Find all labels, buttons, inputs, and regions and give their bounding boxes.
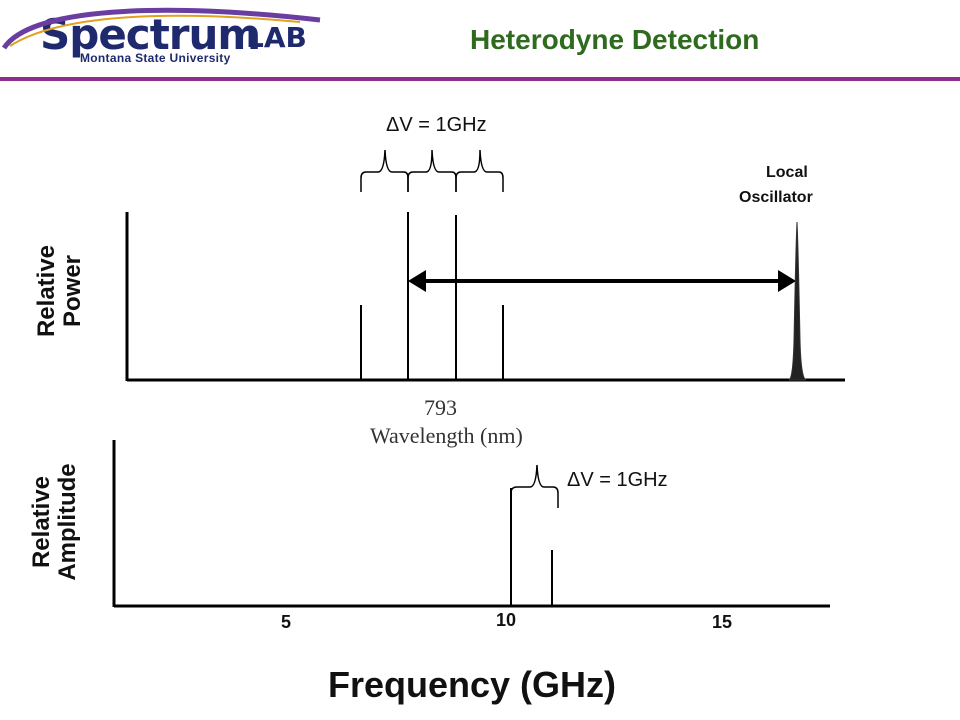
beat-arrow-left-head bbox=[408, 270, 426, 292]
frequency-axis-label: Frequency (GHz) bbox=[328, 664, 617, 705]
local-oscillator-label-1: Local bbox=[766, 164, 808, 181]
freq-tick-10: 10 bbox=[496, 610, 517, 630]
header-divider bbox=[0, 77, 960, 81]
bottom-y-axis-label-line1: Relative bbox=[28, 475, 55, 569]
wavelength-axis-label: Wavelength (nm) bbox=[370, 423, 523, 448]
freq-tick-5: 5 bbox=[281, 612, 292, 632]
logo-swoosh bbox=[1, 7, 321, 50]
freq-tick-15: 15 bbox=[712, 612, 733, 632]
logo-subtitle: Montana State University bbox=[80, 51, 231, 65]
wavelength-tick-label: 793 bbox=[424, 395, 457, 420]
slide-title: Heterodyne Detection bbox=[470, 24, 760, 55]
beat-arrow-right-head bbox=[778, 270, 796, 292]
logo-wordmark: Spectrum bbox=[40, 10, 261, 59]
top-y-axis-label-line1: Relative bbox=[33, 244, 60, 338]
top-spacing-label: ΔV = 1GHz bbox=[386, 114, 487, 136]
bottom-spacing-brace bbox=[510, 464, 559, 508]
local-oscillator-label-2: Oscillator bbox=[739, 189, 813, 206]
local-oscillator-peak bbox=[788, 221, 807, 381]
logo-swoosh-accent bbox=[9, 14, 301, 47]
logo-lab-text: LAB bbox=[246, 21, 307, 54]
top-y-axis-label-line2: Power bbox=[59, 254, 86, 328]
top-y-axis-label: Relative Power bbox=[33, 231, 86, 351]
bottom-y-axis-label-line2: Amplitude bbox=[54, 463, 81, 581]
spacing-brace-2 bbox=[407, 149, 457, 192]
bottom-spacing-label: ΔV = 1GHz bbox=[567, 469, 668, 491]
bottom-y-axis-label: Relative Amplitude bbox=[28, 447, 81, 597]
spacing-brace-3 bbox=[455, 149, 504, 192]
spacing-brace-1 bbox=[360, 149, 409, 192]
